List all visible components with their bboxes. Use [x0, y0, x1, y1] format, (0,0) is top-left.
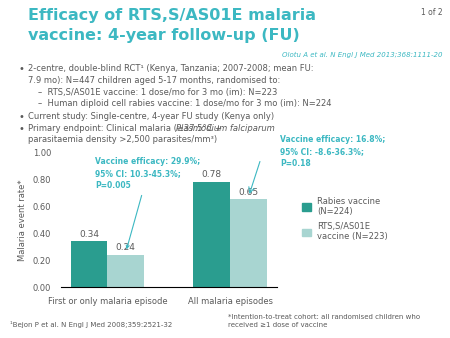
- Text: Primary endpoint: Clinical malaria (≥37.5°C +: Primary endpoint: Clinical malaria (≥37.…: [28, 124, 225, 133]
- Text: •: •: [18, 112, 24, 122]
- Text: *Intention-to-treat cohort: all randomised children who
received ≥1 dose of vacc: *Intention-to-treat cohort: all randomis…: [228, 314, 420, 328]
- Text: parasitaemia density >2,500 parasites/mm³): parasitaemia density >2,500 parasites/mm…: [28, 135, 217, 144]
- Bar: [71, 241, 108, 287]
- Text: 0.24: 0.24: [116, 243, 136, 252]
- Text: 0.34: 0.34: [79, 230, 99, 239]
- Text: Vaccine efficacy: 29.9%;
95% CI: 10.3-45.3%;
P=0.005: Vaccine efficacy: 29.9%; 95% CI: 10.3-45…: [95, 158, 200, 248]
- Text: Olotu A et al. N Engl J Med 2013;368:1111-20: Olotu A et al. N Engl J Med 2013;368:111…: [283, 52, 443, 58]
- Text: •: •: [18, 64, 24, 74]
- Text: –  RTS,S/AS01E vaccine: 1 dose/mo for 3 mo (im): N=223: – RTS,S/AS01E vaccine: 1 dose/mo for 3 m…: [38, 88, 277, 97]
- Text: vaccine: 4-year follow-up (FU): vaccine: 4-year follow-up (FU): [28, 28, 300, 43]
- Text: Plasmodium falciparum: Plasmodium falciparum: [176, 124, 275, 133]
- Text: –  Human diploid cell rabies vaccine: 1 dose/mo for 3 mo (im): N=224: – Human diploid cell rabies vaccine: 1 d…: [38, 99, 332, 108]
- Text: ¹Bejon P et al. N Engl J Med 2008;359:2521-32: ¹Bejon P et al. N Engl J Med 2008;359:25…: [10, 321, 172, 328]
- Text: 0.78: 0.78: [202, 170, 222, 179]
- Text: 1 of 2: 1 of 2: [421, 8, 443, 17]
- Text: Vaccine efficacy: 16.8%;
95% CI: -8.6-36.3%;
P=0.18: Vaccine efficacy: 16.8%; 95% CI: -8.6-36…: [280, 135, 385, 168]
- Bar: [108, 255, 144, 287]
- Text: Current study: Single-centre, 4-year FU study (Kenya only): Current study: Single-centre, 4-year FU …: [28, 112, 274, 121]
- Text: 2-centre, double-blind RCT¹ (Kenya, Tanzania; 2007-2008; mean FU:
7.9 mo): N=447: 2-centre, double-blind RCT¹ (Kenya, Tanz…: [28, 64, 314, 85]
- Y-axis label: Malaria event rate*: Malaria event rate*: [18, 179, 27, 261]
- Text: 0.65: 0.65: [238, 188, 259, 197]
- Legend: Rabies vaccine
(N=224), RTS,S/AS01E
vaccine (N=223): Rabies vaccine (N=224), RTS,S/AS01E vacc…: [299, 193, 392, 245]
- Bar: [194, 182, 230, 287]
- Bar: [230, 199, 267, 287]
- Text: •: •: [18, 124, 24, 134]
- Text: Efficacy of RTS,S/AS01E malaria: Efficacy of RTS,S/AS01E malaria: [28, 8, 316, 23]
